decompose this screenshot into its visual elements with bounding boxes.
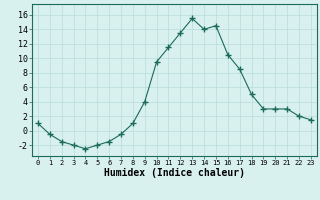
- X-axis label: Humidex (Indice chaleur): Humidex (Indice chaleur): [104, 168, 245, 178]
